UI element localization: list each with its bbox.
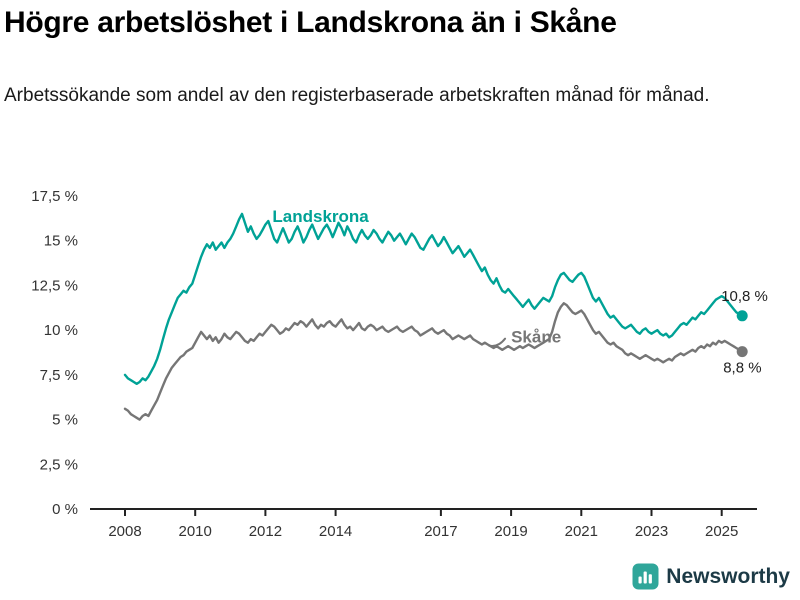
x-tick-label: 2019 — [494, 523, 527, 540]
x-tick-label: 2017 — [424, 523, 457, 540]
footer-branding: Newsworthy — [632, 563, 790, 590]
x-tick-label: 2012 — [249, 523, 282, 540]
end-value-label-landskrona: 10,8 % — [721, 288, 768, 305]
y-tick-label: 15 % — [44, 233, 78, 250]
series-end-dot-landskrona — [736, 310, 748, 322]
series-label-pointer — [488, 337, 507, 347]
x-tick-label: 2014 — [319, 523, 352, 540]
page-title: Högre arbetslöshet i Landskrona än i Skå… — [4, 6, 617, 39]
x-tick-label: 2010 — [179, 523, 212, 540]
y-tick-label: 7,5 % — [40, 367, 78, 384]
x-tick-label: 2008 — [108, 523, 141, 540]
chart-subtitle: Arbetssökande som andel av den registerb… — [4, 85, 710, 106]
y-tick-label: 12,5 % — [31, 277, 78, 294]
y-tick-label: 10 % — [44, 322, 78, 339]
series-line-landskrona — [123, 212, 744, 385]
y-tick-label: 5 % — [52, 412, 78, 429]
x-tick-label: 2025 — [705, 523, 738, 540]
series-line-skåne — [123, 302, 744, 421]
series-end-dot-skåne — [736, 346, 748, 358]
series-label-skåne: Skåne — [511, 328, 561, 347]
series-label-landskrona: Landskrona — [272, 207, 369, 226]
brand-name: Newsworthy — [666, 564, 790, 588]
newsworthy-logo-icon — [632, 563, 659, 590]
x-tick-label: 2021 — [565, 523, 598, 540]
y-tick-label: 0 % — [52, 501, 78, 518]
end-value-label-skåne: 8,8 % — [723, 360, 761, 377]
y-tick-label: 2,5 % — [40, 456, 78, 473]
x-tick-label: 2023 — [635, 523, 668, 540]
y-tick-label: 17,5 % — [31, 188, 78, 205]
